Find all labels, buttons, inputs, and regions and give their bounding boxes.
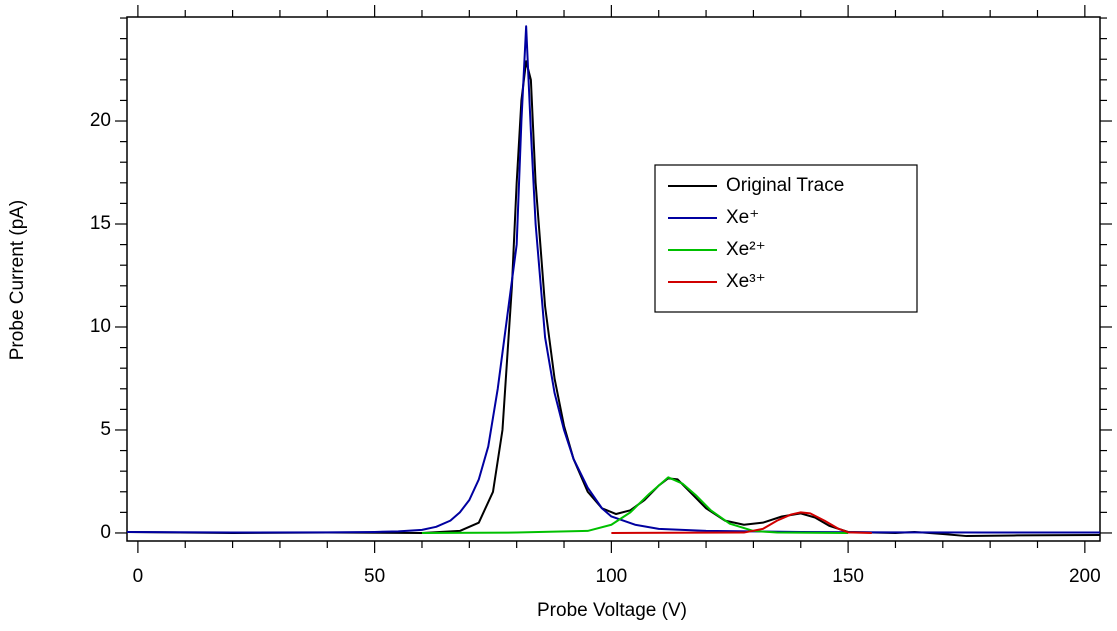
- plot-frame: [126, 16, 1101, 542]
- legend-label: Xe²⁺: [726, 239, 766, 260]
- y-axis-label: Probe Current (pA): [7, 200, 28, 361]
- legend-label: Original Trace: [726, 175, 844, 196]
- legend-label: Xe³⁺: [726, 271, 766, 292]
- y-tick-label: 20: [90, 110, 111, 131]
- x-tick-label: 50: [364, 566, 385, 587]
- x-tick-label: 200: [1069, 566, 1101, 587]
- series-line: [126, 60, 1101, 538]
- y-tick-label: 10: [90, 316, 111, 337]
- series-line: [421, 476, 849, 534]
- series-line: [611, 511, 872, 534]
- y-tick-label: 5: [100, 419, 111, 440]
- series-line: [126, 25, 1100, 534]
- y-tick-label: 15: [90, 213, 111, 234]
- x-tick-label: 0: [133, 566, 144, 587]
- x-axis-label: Probe Voltage (V): [537, 600, 687, 621]
- legend-box: [654, 164, 918, 313]
- y-tick-label: 0: [100, 522, 111, 543]
- legend-label: Xe⁺: [726, 207, 759, 228]
- x-tick-label: 150: [832, 566, 864, 587]
- x-tick-label: 100: [596, 566, 628, 587]
